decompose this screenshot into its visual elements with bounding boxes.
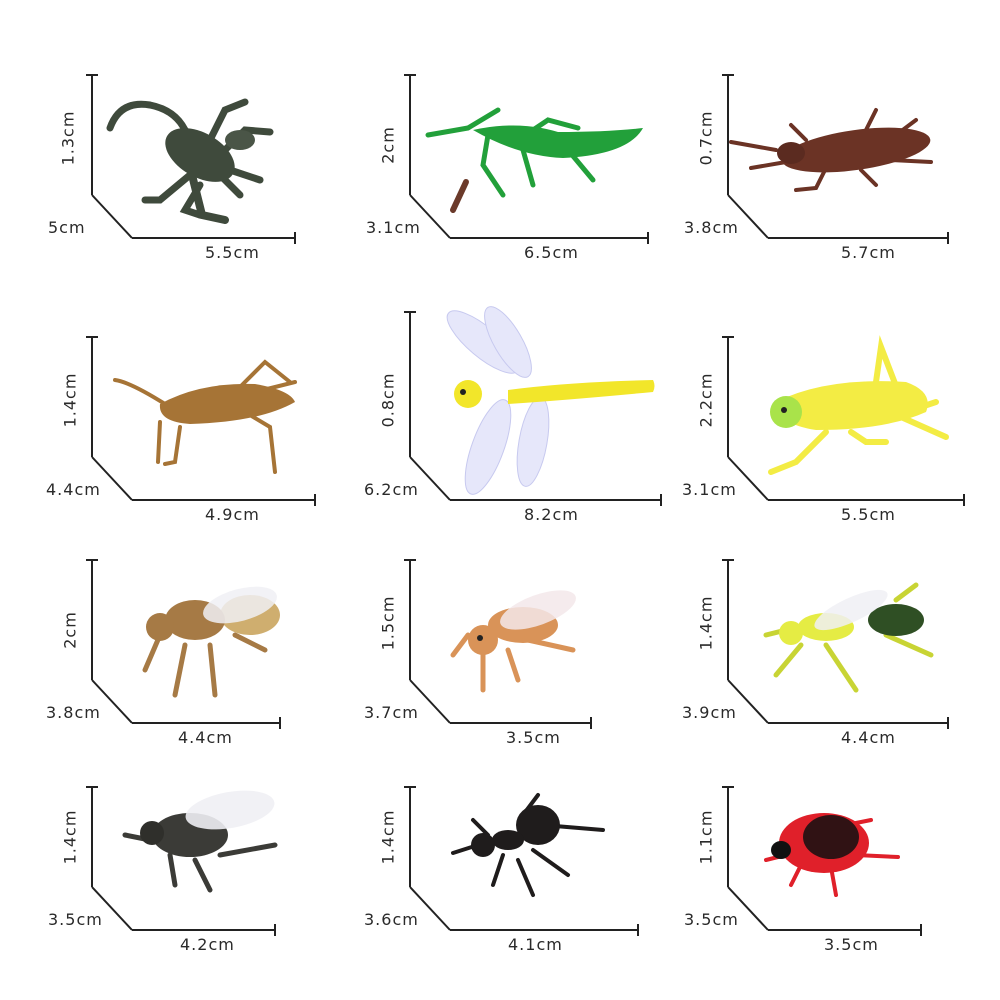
height-label: 2.2cm xyxy=(696,372,716,428)
height-label: 2cm xyxy=(60,611,80,649)
depth-label: 3.7cm xyxy=(364,703,419,722)
cricket-icon xyxy=(113,359,297,474)
length-label: 4.2cm xyxy=(180,935,235,954)
length-label: 3.5cm xyxy=(506,728,561,747)
depth-label: 3.5cm xyxy=(48,910,103,929)
height-label: 0.7cm xyxy=(696,110,716,166)
dimension-lines xyxy=(86,336,316,506)
height-label: 0.8cm xyxy=(378,372,398,428)
housefly-icon xyxy=(122,790,278,893)
depth-label: 4.4cm xyxy=(46,480,101,499)
height-label: 1.4cm xyxy=(60,372,80,428)
specimen-cricket: 1.4cm 4.4cm 4.9cm xyxy=(40,312,360,547)
scorpion-icon xyxy=(106,98,274,224)
depth-label: 3.8cm xyxy=(46,703,101,722)
specimen-mantis: 2cm 3.1cm 6.5cm xyxy=(358,50,678,285)
specimen-bee: 2cm 3.8cm 4.4cm xyxy=(40,535,360,770)
specimen-hornet: 1.4cm 3.9cm 4.4cm xyxy=(676,535,996,770)
dragonfly-icon xyxy=(446,306,655,495)
height-label: 1.3cm xyxy=(58,110,78,166)
length-label: 5.5cm xyxy=(841,505,896,524)
dimension-lines xyxy=(722,786,922,936)
height-label: 1.4cm xyxy=(696,595,716,651)
ant-icon xyxy=(451,793,605,897)
depth-label: 5cm xyxy=(48,218,86,237)
specimen-grasshopper: 2.2cm 3.1cm 5.5cm xyxy=(676,312,996,547)
specimen-wasp: 1.5cm 3.7cm 3.5cm xyxy=(358,535,678,770)
dimension-lines xyxy=(722,74,949,244)
specimen-ant: 1.4cm 3.6cm 4.1cm xyxy=(358,755,678,990)
dimension-lines xyxy=(722,336,965,506)
depth-label: 6.2cm xyxy=(364,480,419,499)
dimension-lines xyxy=(404,74,649,244)
dimension-lines xyxy=(404,559,592,729)
hornet-icon xyxy=(763,582,934,693)
height-label: 2cm xyxy=(378,126,398,164)
specimen-dragonfly: 0.8cm 6.2cm 8.2cm xyxy=(358,306,678,547)
height-label: 1.4cm xyxy=(378,809,398,865)
length-label: 5.5cm xyxy=(205,243,260,262)
length-label: 8.2cm xyxy=(524,505,579,524)
specimen-housefly: 1.4cm 3.5cm 4.2cm xyxy=(40,755,360,990)
depth-label: 3.8cm xyxy=(684,218,739,237)
bee-icon xyxy=(142,586,280,698)
length-label: 4.4cm xyxy=(841,728,896,747)
ladybug-icon xyxy=(764,813,900,897)
depth-label: 3.6cm xyxy=(364,910,419,929)
length-label: 3.5cm xyxy=(824,935,879,954)
length-label: 5.7cm xyxy=(841,243,896,262)
dimension-lines xyxy=(404,786,639,936)
dimension-lines xyxy=(86,74,296,244)
depth-label: 3.9cm xyxy=(682,703,737,722)
specimen-cockroach: 0.7cm 3.8cm 5.7cm xyxy=(676,50,996,285)
height-label: 1.4cm xyxy=(60,809,80,865)
dimension-lines xyxy=(722,559,949,729)
dimension-lines xyxy=(86,786,276,936)
depth-label: 3.5cm xyxy=(684,910,739,929)
specimen-scorpion: 1.3cm 5cm 5.5cm xyxy=(40,50,360,285)
wasp-icon xyxy=(450,590,576,693)
length-label: 4.9cm xyxy=(205,505,260,524)
length-label: 4.4cm xyxy=(178,728,233,747)
specimen-ladybug: 1.1cm 3.5cm 3.5cm xyxy=(676,755,996,990)
depth-label: 3.1cm xyxy=(682,480,737,499)
length-label: 4.1cm xyxy=(508,935,563,954)
dimension-lines xyxy=(86,559,281,729)
mantis-icon xyxy=(425,107,643,213)
cockroach-icon xyxy=(729,108,933,192)
length-label: 6.5cm xyxy=(524,243,579,262)
height-label: 1.1cm xyxy=(696,809,716,865)
dimension-lines xyxy=(404,311,662,506)
grasshopper-icon xyxy=(768,335,949,475)
depth-label: 3.1cm xyxy=(366,218,421,237)
height-label: 1.5cm xyxy=(378,595,398,651)
